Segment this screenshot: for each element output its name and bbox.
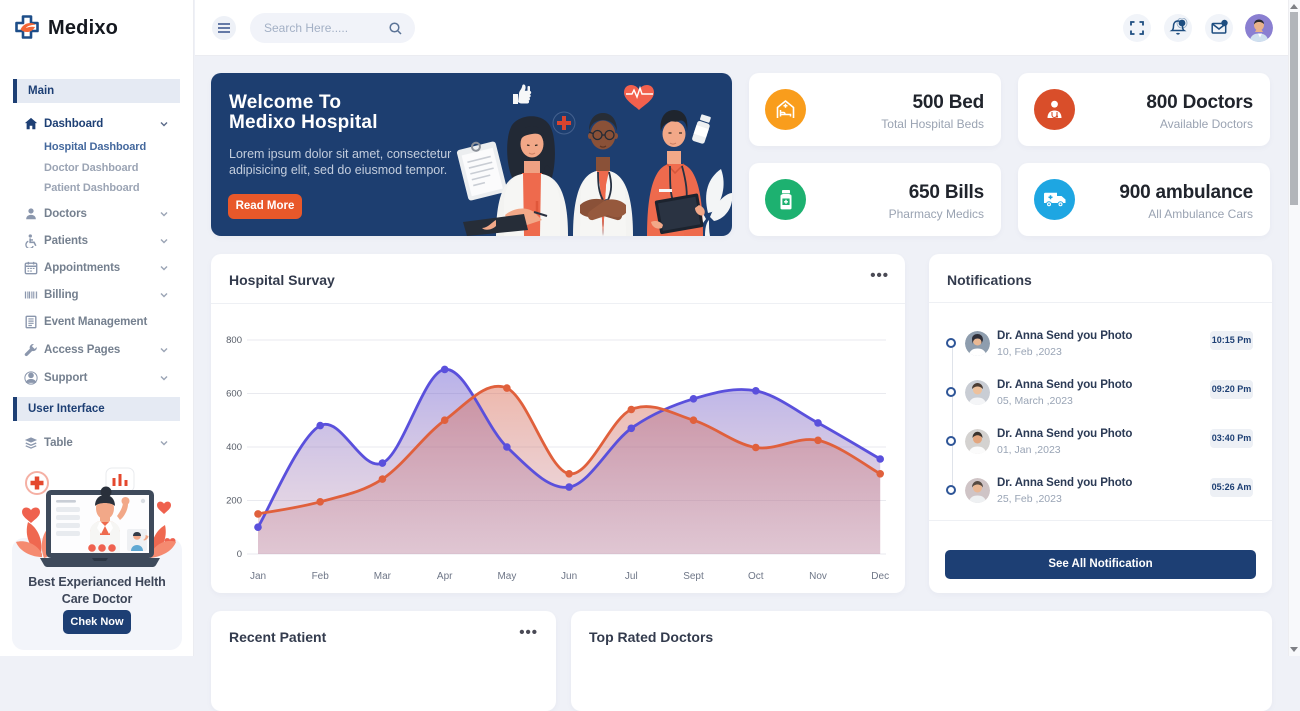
svg-text:600: 600 (226, 389, 242, 400)
svg-text:200: 200 (226, 496, 242, 507)
svg-text:Mar: Mar (374, 571, 392, 582)
svg-text:May: May (497, 571, 516, 582)
svg-text:400: 400 (226, 442, 242, 453)
svg-text:Jan: Jan (250, 571, 266, 582)
svg-text:0: 0 (237, 549, 242, 560)
svg-text:Oct: Oct (748, 571, 764, 582)
svg-text:Jul: Jul (625, 571, 638, 582)
svg-text:Sept: Sept (683, 571, 704, 582)
svg-text:Apr: Apr (437, 571, 453, 582)
svg-text:Jun: Jun (561, 571, 577, 582)
svg-text:Nov: Nov (809, 571, 827, 582)
svg-text:Feb: Feb (312, 571, 330, 582)
svg-text:800: 800 (226, 335, 242, 346)
svg-text:Dec: Dec (871, 571, 889, 582)
